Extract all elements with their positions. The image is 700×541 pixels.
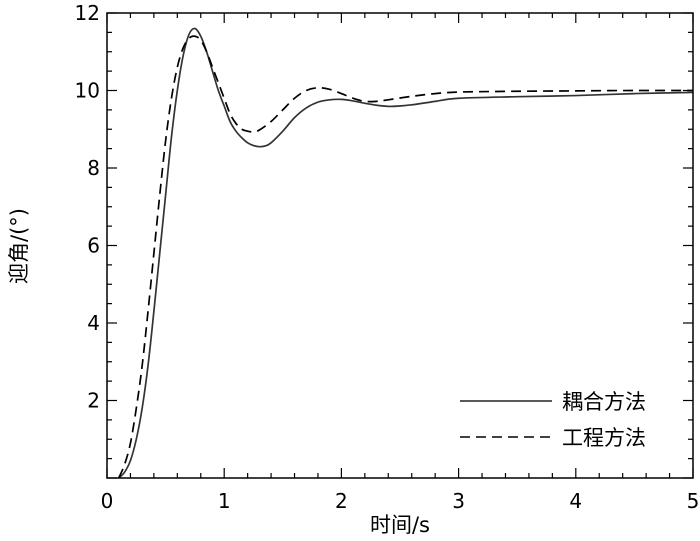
y-tick-label: 6 [87, 234, 100, 258]
y-tick-label: 2 [87, 389, 100, 413]
legend: 耦合方法 工程方法 [460, 390, 646, 450]
series-coupled-line [118, 27, 694, 479]
x-tick-label: 1 [218, 489, 231, 513]
axis-ticks [106, 12, 694, 479]
x-tick-label: 3 [452, 489, 465, 513]
plot-frame [106, 12, 694, 479]
y-tick-label: 10 [75, 79, 100, 103]
series-layer [117, 27, 694, 479]
x-tick-label: 2 [335, 489, 348, 513]
y-axis-title: 迎角/(°) [7, 208, 31, 284]
y-tick-label: 8 [87, 156, 100, 180]
legend-label-engineering: 工程方法 [562, 426, 646, 450]
x-tick-label: 5 [687, 489, 700, 513]
x-tick-label: 0 [101, 489, 114, 513]
y-tick-label: 12 [75, 1, 100, 25]
y-tick-label: 4 [87, 311, 100, 335]
legend-label-coupled: 耦合方法 [562, 390, 646, 414]
series-engineering-line [117, 35, 694, 479]
x-axis-title: 时间/s [370, 513, 430, 537]
x-tick-label: 4 [569, 489, 582, 513]
